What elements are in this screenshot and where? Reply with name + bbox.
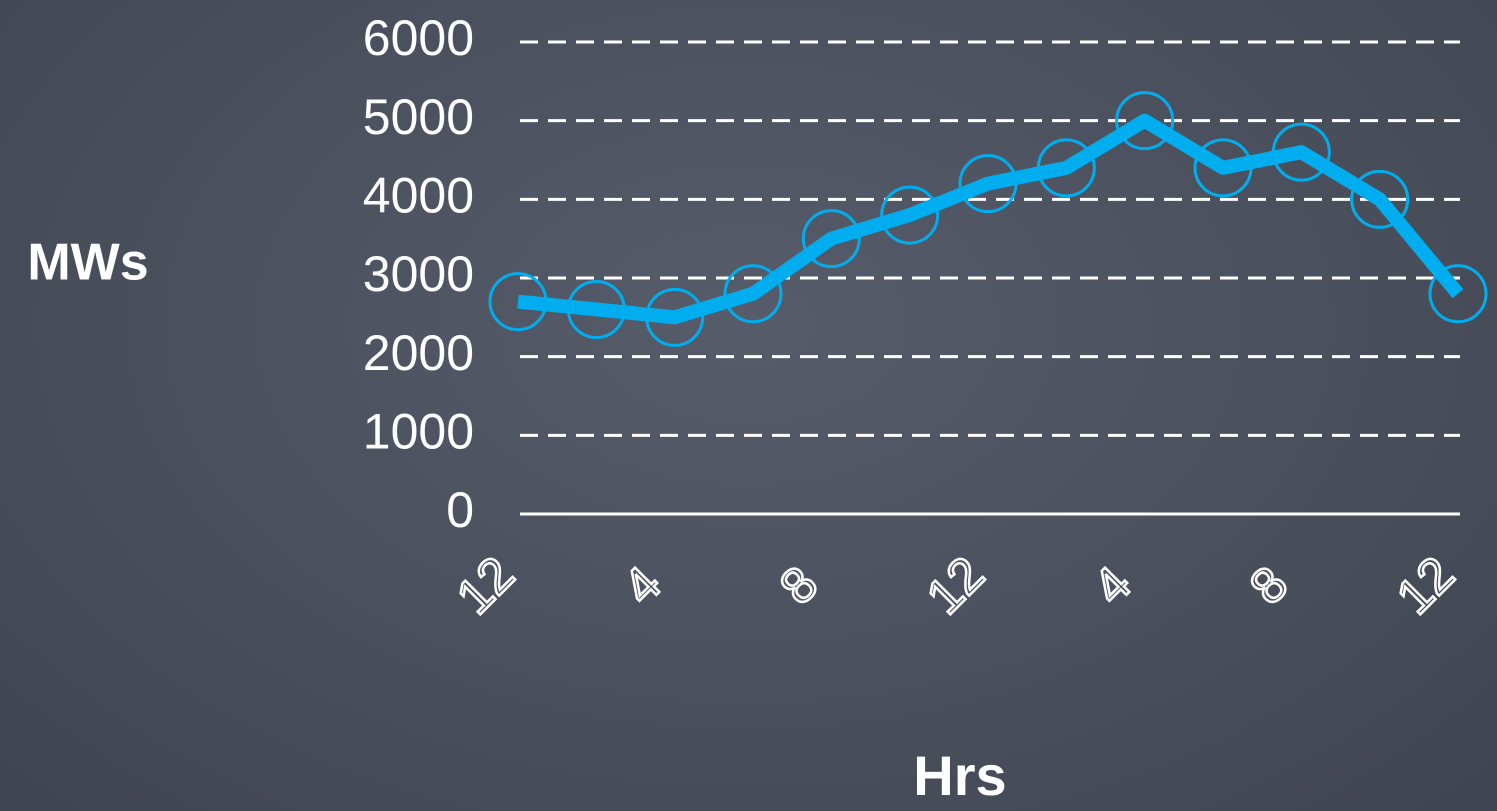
y-tick-label: 0 xyxy=(446,482,474,538)
data-point xyxy=(1271,122,1331,182)
data-point xyxy=(1193,138,1253,198)
data-point xyxy=(723,264,783,324)
data-point xyxy=(1350,169,1410,229)
data-point xyxy=(1115,91,1175,151)
data-point xyxy=(1036,138,1096,198)
data-point xyxy=(801,209,861,269)
x-axis-label: Hrs xyxy=(913,744,1006,807)
x-tick-label: 12 xyxy=(446,546,525,625)
data-point xyxy=(645,287,705,347)
series-line xyxy=(517,113,1464,325)
x-tick-label: 4 xyxy=(1082,556,1141,615)
data-point xyxy=(1428,264,1488,324)
y-tick-label: 6000 xyxy=(363,10,474,66)
y-tick-label: 1000 xyxy=(363,404,474,460)
data-point xyxy=(880,185,940,245)
y-tick-label: 2000 xyxy=(363,325,474,381)
y-tick-label: 5000 xyxy=(363,89,474,145)
x-tick-label: 8 xyxy=(769,556,828,615)
y-tick-label: 4000 xyxy=(363,168,474,224)
data-point xyxy=(566,279,626,339)
data-point xyxy=(488,272,548,332)
x-tick-label: 8 xyxy=(1239,556,1298,615)
x-tick-label: 12 xyxy=(916,546,995,625)
x-tick-label: 4 xyxy=(612,556,671,615)
y-axis-label: MWs xyxy=(27,234,148,292)
data-point xyxy=(958,154,1018,214)
y-tick-label: 3000 xyxy=(363,246,474,302)
x-tick-label: 12 xyxy=(1386,546,1465,625)
